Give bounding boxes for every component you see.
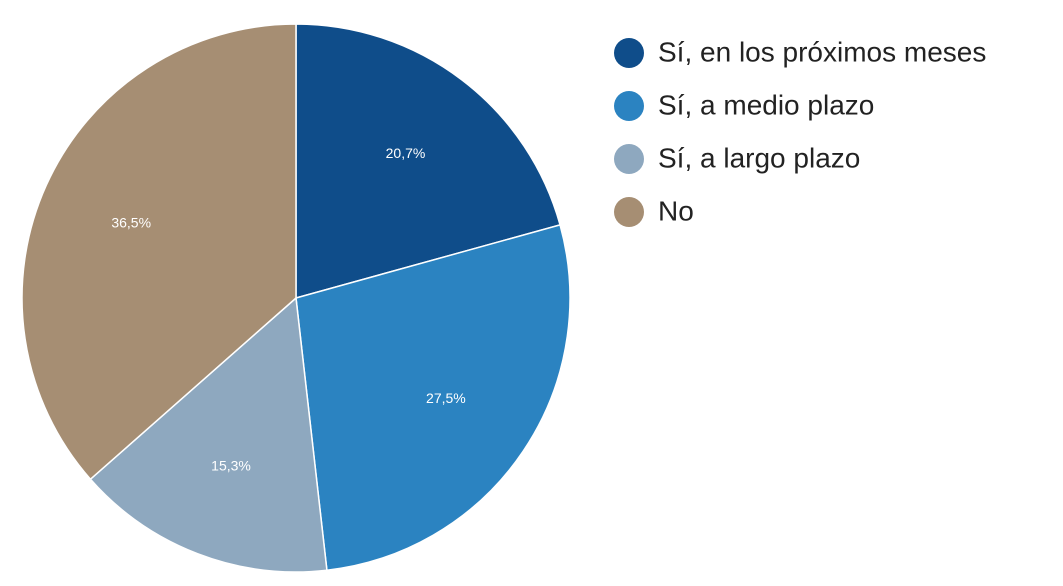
legend-swatch <box>614 91 644 121</box>
data-label-si-a-medio-plazo: 27,5% <box>426 390 466 406</box>
pie-slices <box>21 23 571 573</box>
legend-item-si-a-largo-plazo: Sí, a largo plazo <box>614 142 860 174</box>
data-label-si-a-largo-plazo: 15,3% <box>211 457 251 473</box>
legend-label: No <box>658 195 694 226</box>
legend-swatch <box>614 144 644 174</box>
legend-label: Sí, a largo plazo <box>658 142 860 173</box>
data-label-si-en-los-proximos-meses: 20,7% <box>386 145 426 161</box>
pie-slice-si-en-los-proximos-meses <box>295 23 561 299</box>
legend-item-si-en-los-proximos-meses: Sí, en los próximos meses <box>614 36 986 68</box>
pie-slice-no <box>21 23 297 481</box>
data-label-no: 36,5% <box>111 214 151 230</box>
pie-slice-si-a-medio-plazo <box>295 223 571 572</box>
legend-swatch <box>614 197 644 227</box>
legend-label: Sí, en los próximos meses <box>658 36 986 67</box>
pie-data-labels: 20,7% 27,5% 15,3% 36,5% <box>111 145 465 474</box>
legend-item-si-a-medio-plazo: Sí, a medio plazo <box>614 89 874 121</box>
legend-label: Sí, a medio plazo <box>658 89 874 120</box>
pie-slice-si-a-largo-plazo <box>89 296 328 573</box>
legend-swatch <box>614 38 644 68</box>
legend-item-no: No <box>614 195 694 227</box>
legend: Sí, en los próximos meses Sí, a medio pla… <box>614 36 986 227</box>
